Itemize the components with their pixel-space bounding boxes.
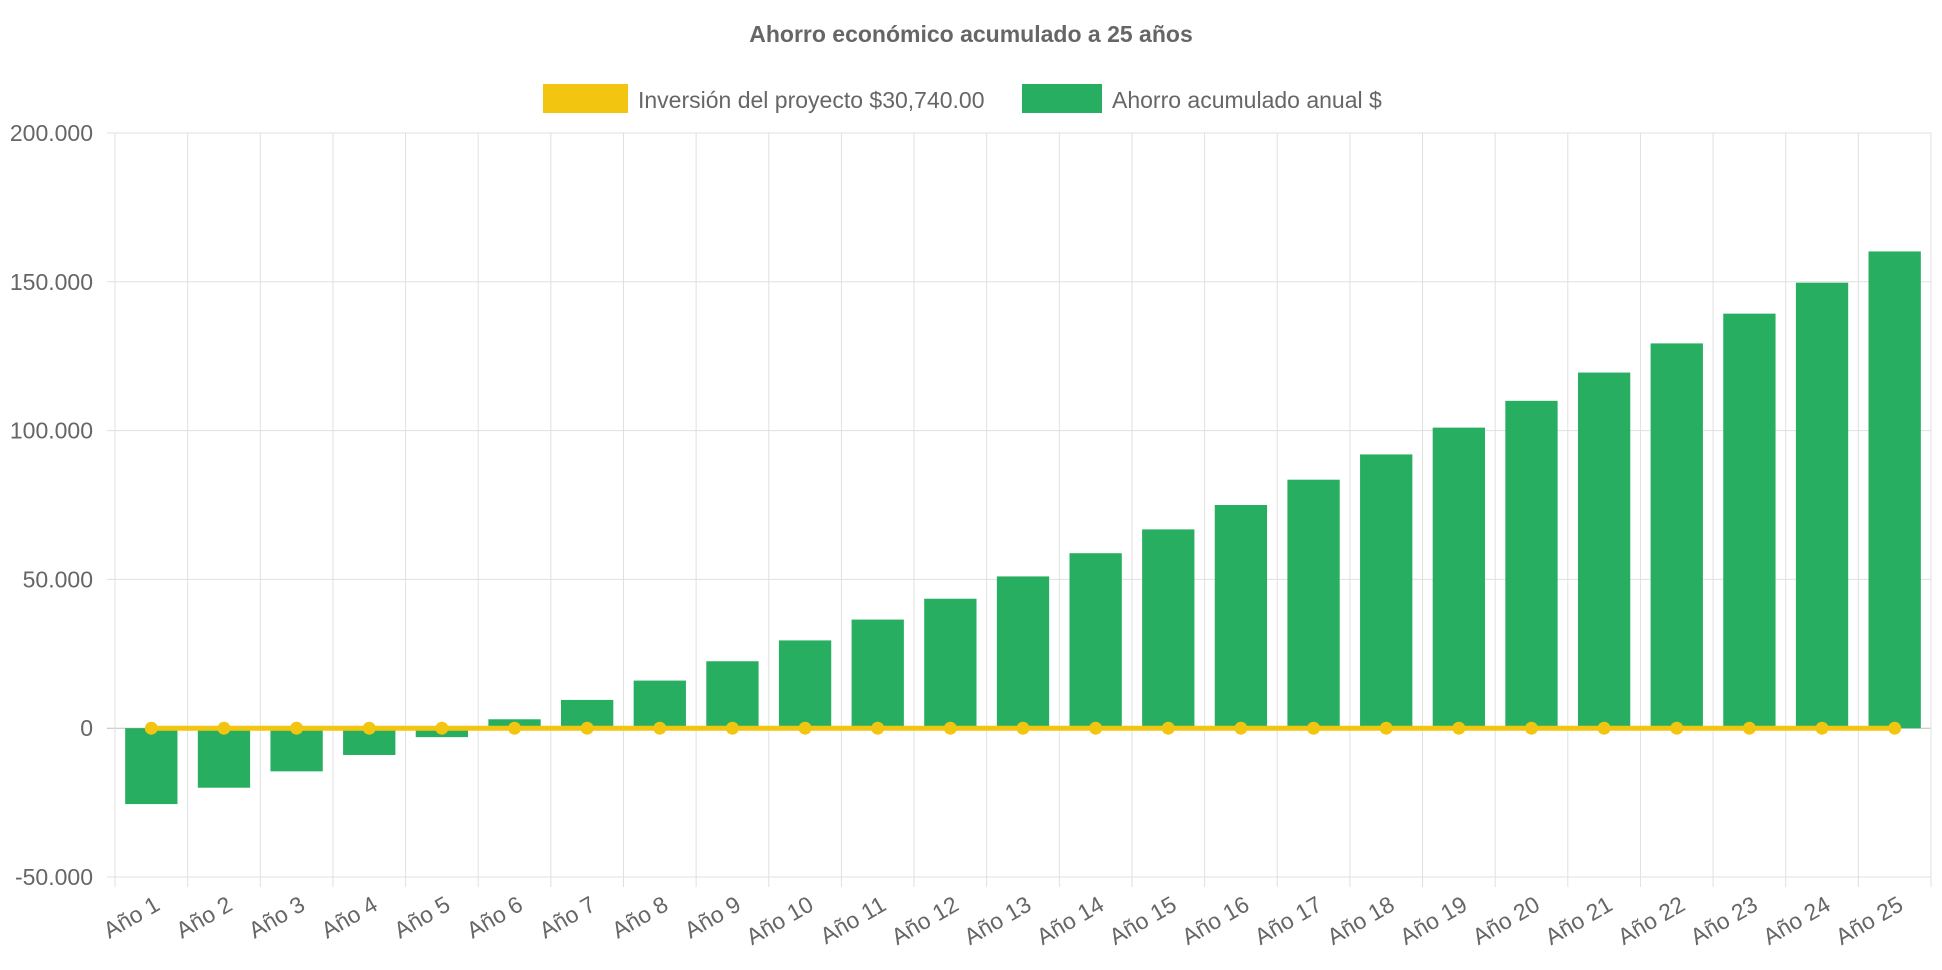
bar-ahorro-9 [706,661,759,729]
legend-label: Inversión del proyecto $30,740.00 [638,87,985,113]
x-tick-label: Año 15 [1105,891,1181,950]
x-tick-label: Año 11 [816,891,891,949]
point-inversion-4 [362,721,376,735]
y-tick-label: 100.000 [10,418,93,444]
x-tick-label: Año 17 [1250,891,1326,950]
point-inversion-9 [725,721,739,735]
x-tick-label: Año 25 [1831,891,1907,950]
legend: Inversión del proyecto $30,740.00 Ahorro … [543,84,1382,113]
point-inversion-21 [1597,721,1611,735]
point-inversion-13 [1016,721,1030,735]
bar-ahorro-18 [1360,454,1413,729]
x-axis: Año 1 Año 2 Año 3 Año 4 Año 5 Año 6 Año 7 Año 8… [99,891,1907,950]
x-tick-label: Año 8 [607,891,672,944]
bar-ahorro-23 [1723,313,1776,729]
bar-ahorro-12 [924,598,977,729]
x-tick-label: Año 24 [1758,891,1834,950]
bar-ahorro-17 [1287,479,1340,729]
point-inversion-20 [1524,721,1538,735]
bar-ahorro-22 [1650,343,1703,729]
point-inversion-24 [1815,721,1829,735]
bar-ahorro-19 [1432,427,1485,729]
x-tick-label: Año 13 [959,891,1035,950]
bar-ahorro-14 [1069,553,1122,729]
x-tick-label: Año 18 [1323,891,1399,950]
point-inversion-11 [871,721,885,735]
point-inversion-10 [798,721,812,735]
x-tick-label: Año 19 [1395,891,1471,950]
point-inversion-6 [508,721,522,735]
x-tick-label: Año 4 [317,891,382,944]
x-tick-label: Año 16 [1177,891,1253,950]
bar-ahorro-3 [270,728,323,772]
x-tick-label: Año 20 [1468,891,1544,950]
x-tick-label: Año 14 [1032,891,1108,950]
legend-swatch [1022,84,1102,113]
x-tick-label: Año 5 [389,891,454,944]
point-inversion-19 [1452,721,1466,735]
y-tick-label: 0 [80,715,93,741]
y-tick-label: -50.000 [15,864,93,890]
y-tick-label: 150.000 [10,269,93,295]
point-inversion-14 [1089,721,1103,735]
point-inversion-18 [1379,721,1393,735]
point-inversion-7 [580,721,594,735]
x-tick-label: Año 21 [1540,891,1616,950]
bar-ahorro-8 [633,680,686,729]
x-tick-label: Año 10 [741,891,817,950]
bar-ahorro-16 [1214,505,1268,729]
line-series [144,721,1902,735]
x-tick-label: Año 3 [244,891,309,944]
y-tick-label: 200.000 [10,120,93,146]
point-inversion-15 [1161,721,1175,735]
bar-ahorro-13 [996,576,1050,729]
point-inversion-2 [217,721,231,735]
x-tick-label: Año 2 [171,891,236,944]
bar-ahorro-21 [1577,372,1631,729]
bar-ahorro-2 [197,728,251,788]
x-tick-label: Año 7 [535,891,600,944]
x-tick-label: Año 22 [1613,891,1689,950]
point-inversion-23 [1742,721,1756,735]
bar-ahorro-11 [851,619,904,729]
x-tick-label: Año 23 [1686,891,1762,950]
bar-ahorro-1 [125,728,178,805]
bar-ahorro-10 [778,640,832,729]
x-tick-label: Año 12 [887,891,963,950]
grid [107,132,1932,887]
bar-series [125,251,1921,805]
bar-ahorro-20 [1505,400,1558,729]
y-axis: 200.000 150.000 100.000 50.000 0 -50.000 [10,120,93,890]
y-tick-label: 50.000 [23,566,93,592]
legend-swatch [543,84,628,113]
bar-ahorro-24 [1795,282,1849,729]
bar-ahorro-15 [1142,529,1195,729]
point-inversion-5 [435,721,449,735]
x-tick-label: Año 1 [99,891,164,944]
point-inversion-8 [653,721,667,735]
point-inversion-16 [1234,721,1248,735]
point-inversion-1 [144,721,158,735]
bar-ahorro-25 [1868,251,1921,729]
point-inversion-3 [290,721,304,735]
point-inversion-12 [943,721,957,735]
point-inversion-25 [1888,721,1902,735]
x-tick-label: Año 6 [462,891,527,944]
point-inversion-17 [1307,721,1321,735]
chart-title: Ahorro económico acumulado a 25 años [749,21,1193,47]
x-tick-label: Año 9 [680,891,745,944]
point-inversion-22 [1670,721,1684,735]
legend-label: Ahorro acumulado anual $ [1112,87,1382,113]
